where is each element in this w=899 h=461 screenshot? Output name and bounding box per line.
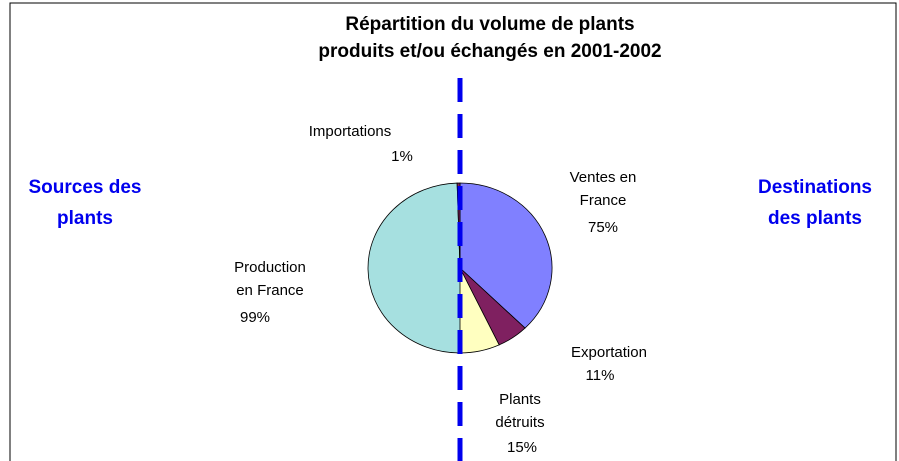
legend-label: Sources des — [29, 177, 142, 198]
slice-label: Importations — [309, 123, 392, 140]
pie-slice — [367, 182, 461, 354]
legend-label: des plants — [768, 208, 862, 229]
slice-label: détruits — [495, 414, 544, 431]
value-label: 15% — [507, 439, 537, 456]
slice-label: Ventes en — [570, 169, 637, 186]
value-label: 11% — [586, 367, 615, 384]
slice-label: Exportation — [571, 344, 647, 361]
pie — [367, 182, 553, 354]
slice-label: en France — [236, 282, 304, 299]
legend-label: Destinations — [758, 177, 872, 198]
pie-slice — [459, 182, 553, 329]
slice-label: Production — [234, 259, 306, 276]
value-label: 99% — [240, 309, 270, 326]
slice-label: France — [580, 192, 627, 209]
value-label: 1% — [391, 148, 413, 165]
chart-title: Répartition du volume de plants — [345, 14, 634, 35]
value-label: 75% — [588, 219, 618, 236]
slice-label: Plants — [499, 391, 541, 408]
legend-label: plants — [57, 208, 113, 229]
chart-title: produits et/ou échangés en 2001-2002 — [318, 41, 661, 62]
